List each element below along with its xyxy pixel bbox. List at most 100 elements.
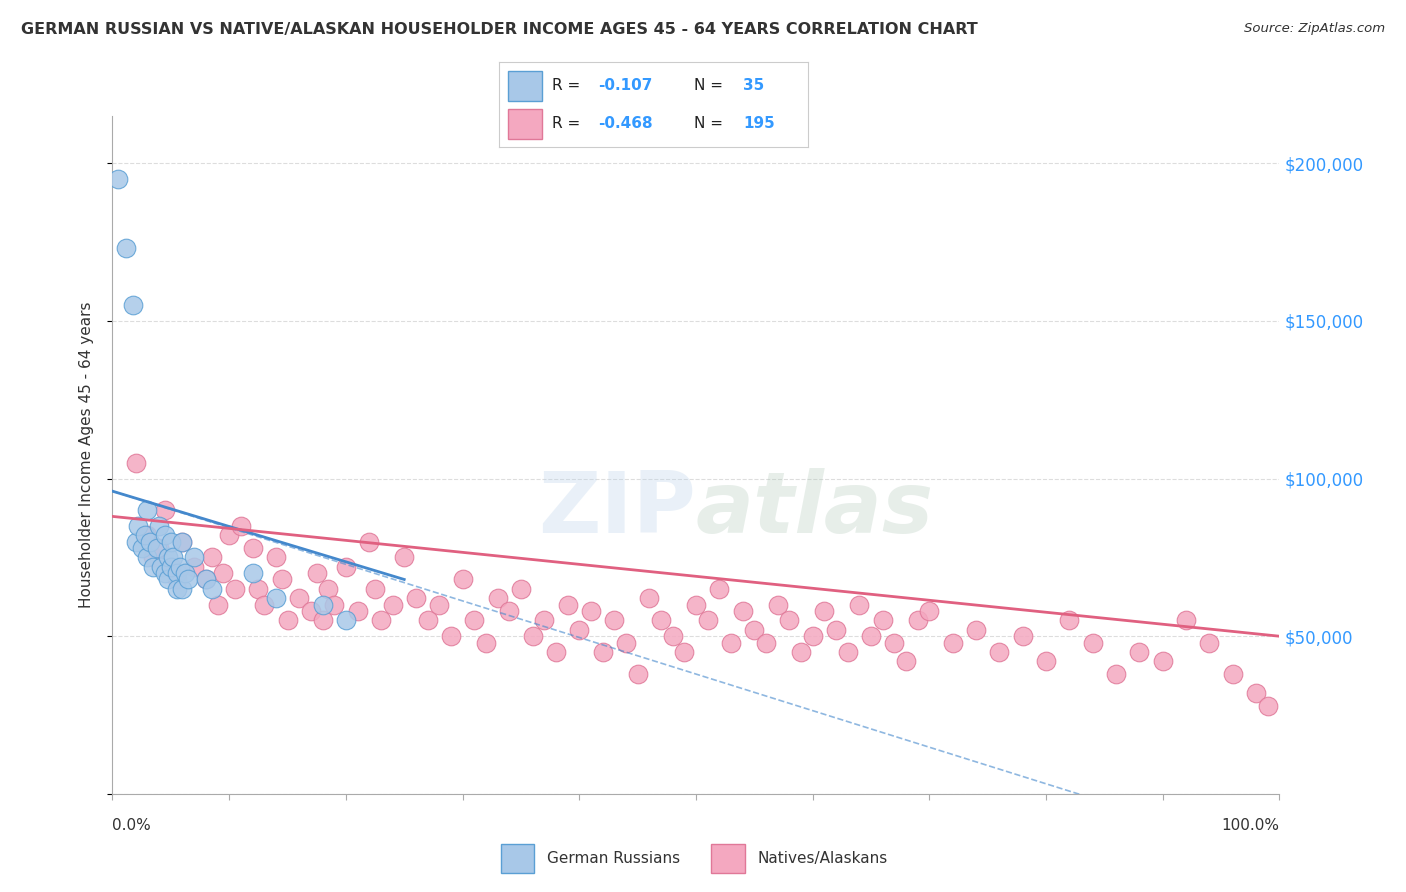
Point <box>160 559 183 574</box>
Point <box>166 582 188 596</box>
Point <box>755 635 778 649</box>
Point <box>1152 655 1174 669</box>
Point <box>1105 667 1128 681</box>
Point <box>153 528 176 542</box>
Bar <box>509 71 543 101</box>
Point <box>720 635 742 649</box>
Point <box>139 534 162 549</box>
Point <box>614 635 637 649</box>
Text: German Russians: German Russians <box>547 851 681 866</box>
Point <box>592 645 614 659</box>
Point <box>201 582 224 596</box>
Bar <box>509 109 543 139</box>
Point <box>172 534 194 549</box>
Point <box>1257 698 1279 713</box>
Point <box>603 614 626 628</box>
Text: N =: N = <box>695 78 728 93</box>
Point <box>212 566 235 581</box>
Point <box>346 604 368 618</box>
Point <box>650 614 672 628</box>
Point <box>299 604 322 618</box>
Point <box>825 623 848 637</box>
Point <box>766 598 789 612</box>
Point <box>107 172 129 186</box>
Point <box>335 559 357 574</box>
Point <box>813 604 835 618</box>
Point <box>522 629 544 643</box>
Point <box>907 614 929 628</box>
Point <box>965 623 987 637</box>
Text: -0.468: -0.468 <box>598 116 652 131</box>
Point <box>1175 614 1198 628</box>
Point <box>136 550 159 565</box>
Point <box>988 645 1011 659</box>
Point <box>115 241 138 255</box>
Point <box>742 623 765 637</box>
Point <box>194 573 217 587</box>
Point <box>160 559 183 574</box>
Point <box>253 598 276 612</box>
Point <box>451 573 474 587</box>
Point <box>323 598 346 612</box>
Point <box>148 519 170 533</box>
Text: 0.0%: 0.0% <box>112 818 152 832</box>
Point <box>370 614 392 628</box>
Point <box>381 598 404 612</box>
Point <box>125 456 148 470</box>
Point <box>661 629 683 643</box>
Point <box>276 614 298 628</box>
Point <box>778 614 800 628</box>
Point <box>475 635 498 649</box>
Point <box>1081 635 1104 649</box>
Point <box>942 635 965 649</box>
Point <box>242 541 264 555</box>
Point <box>731 604 754 618</box>
Point <box>229 519 252 533</box>
Point <box>790 645 813 659</box>
Point <box>1011 629 1033 643</box>
Point <box>142 550 165 565</box>
Point <box>1035 655 1057 669</box>
Point <box>627 667 650 681</box>
Point <box>427 598 450 612</box>
Point <box>335 614 357 628</box>
Text: Source: ZipAtlas.com: Source: ZipAtlas.com <box>1244 22 1385 36</box>
Point <box>859 629 883 643</box>
Point <box>486 591 509 606</box>
Point <box>247 582 270 596</box>
Point <box>173 566 195 581</box>
Point <box>194 573 217 587</box>
Point <box>463 614 485 628</box>
Point <box>224 582 246 596</box>
Bar <box>501 844 534 873</box>
Point <box>894 655 917 669</box>
Point <box>405 591 427 606</box>
Point <box>1059 614 1081 628</box>
Point <box>136 528 159 542</box>
Text: -0.107: -0.107 <box>598 78 652 93</box>
Point <box>568 623 591 637</box>
Point <box>392 550 416 565</box>
Point <box>557 598 579 612</box>
Point <box>533 614 555 628</box>
Point <box>544 645 567 659</box>
Point <box>673 645 696 659</box>
Point <box>288 591 311 606</box>
Point <box>364 582 387 596</box>
Text: 100.0%: 100.0% <box>1222 818 1279 832</box>
Point <box>142 559 165 574</box>
Point <box>801 629 824 643</box>
Point <box>1222 667 1244 681</box>
Point <box>146 541 169 555</box>
Point <box>311 614 333 628</box>
Point <box>579 604 602 618</box>
Point <box>166 566 188 581</box>
Point <box>638 591 661 606</box>
Point <box>153 503 176 517</box>
Point <box>134 528 156 542</box>
Point <box>359 534 381 549</box>
Point <box>172 582 194 596</box>
Point <box>305 566 328 581</box>
Point <box>136 503 159 517</box>
Y-axis label: Householder Income Ages 45 - 64 years: Householder Income Ages 45 - 64 years <box>79 301 94 608</box>
